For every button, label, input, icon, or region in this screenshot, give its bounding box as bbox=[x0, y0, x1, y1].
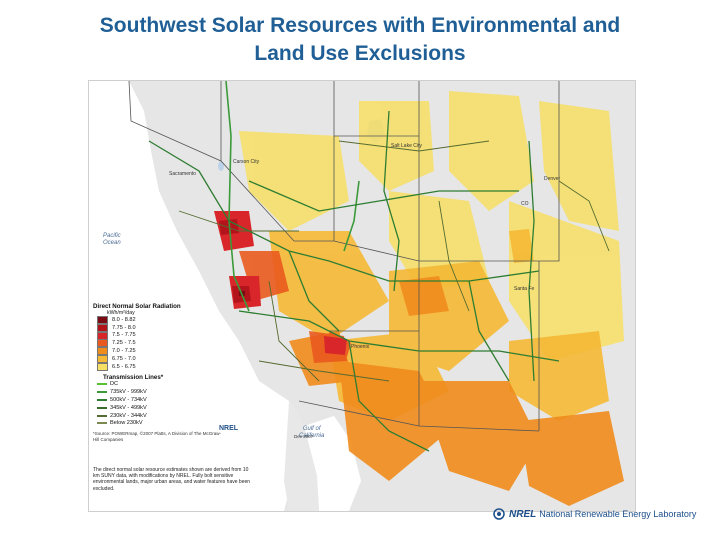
legend-solar-row: 7.25 - 7.5 bbox=[97, 339, 223, 348]
legend-line-swatch bbox=[97, 422, 107, 425]
legend-solar-label: 6.75 - 7.0 bbox=[112, 355, 136, 362]
city-label-phoenix: Phoenix bbox=[351, 344, 370, 350]
legend-swatch bbox=[97, 323, 108, 332]
legend-line-swatch bbox=[97, 406, 107, 409]
nrel-sun-icon bbox=[493, 508, 505, 520]
legend-solar-row: 7.5 - 7.75 bbox=[97, 331, 223, 340]
legend-line-row: 735kV - 999kV bbox=[97, 388, 223, 396]
legend-solar-row: 6.5 - 6.75 bbox=[97, 362, 223, 371]
legend-line-label: DC bbox=[110, 381, 119, 388]
legend-line-row: 345kV - 499kV bbox=[97, 404, 223, 412]
legend-solar-label: 6.5 - 6.75 bbox=[112, 363, 136, 370]
city-label-santa-fe: Santa Fe bbox=[514, 286, 535, 292]
title-line-1: Southwest Solar Resources with Environme… bbox=[99, 14, 621, 37]
city-label-denver: Denver bbox=[544, 176, 561, 182]
legend-line-swatch bbox=[97, 399, 107, 402]
legend-line-swatch bbox=[97, 414, 107, 417]
legend-line-row: 500kV - 734kV bbox=[97, 396, 223, 404]
map-graphic bbox=[89, 81, 635, 511]
ocean-label-pacific: Pacific Ocean bbox=[103, 233, 121, 246]
legend-line-label: 345kV - 499kV bbox=[110, 404, 147, 411]
map-legend: Direct Normal Solar Radiation kWh/m²/day… bbox=[93, 303, 223, 442]
legend-line-swatch bbox=[97, 391, 107, 394]
map-date: Dec 2007 bbox=[294, 434, 314, 439]
map-nrel-logo: NREL bbox=[219, 425, 239, 432]
legend-line-row: Below 230kV bbox=[97, 420, 223, 428]
legend-solar-row: 8.0 - 8.82 bbox=[97, 315, 223, 324]
legend-solar-label: 7.0 - 7.25 bbox=[112, 348, 136, 355]
legend-solar-classes: 8.0 - 8.82 7.75 - 8.0 7.5 - 7.75 7.25 - 7.5… bbox=[93, 315, 223, 371]
legend-line-row: DC bbox=[97, 381, 223, 389]
legend-line-label: 500kV - 734kV bbox=[110, 397, 147, 404]
map-description: The direct normal solar resource estimat… bbox=[93, 467, 251, 492]
footer-lab-name: National Renewable Energy Laboratory bbox=[539, 509, 697, 519]
slide-title: Southwest Solar Resources with Environme… bbox=[0, 12, 720, 68]
legend-solar-unit: kWh/m²/day bbox=[107, 310, 135, 316]
legend-solar-title: Direct Normal Solar Radiation bbox=[93, 303, 181, 310]
ocean-label-gulf: Gulf of California bbox=[299, 426, 325, 439]
legend-swatch bbox=[97, 354, 108, 363]
legend-solar-row: 6.75 - 7.0 bbox=[97, 354, 223, 363]
legend-solar-row: 7.75 - 8.0 bbox=[97, 323, 223, 332]
solar-resource-map: Carson City Sacramento Salt Lake City De… bbox=[88, 80, 636, 512]
legend-solar-label: 7.25 - 7.5 bbox=[112, 340, 136, 347]
state-label-co: CO bbox=[521, 201, 529, 207]
legend-swatch bbox=[97, 331, 108, 340]
legend-line-label: 230kV - 344kV bbox=[110, 412, 147, 419]
city-label-carson-city: Carson City bbox=[233, 159, 260, 165]
legend-solar-label: 8.0 - 8.82 bbox=[112, 316, 136, 323]
legend-solar-label: 7.5 - 7.75 bbox=[112, 332, 136, 339]
city-label-salt-lake-city: Salt Lake City bbox=[391, 143, 422, 149]
legend-line-swatch bbox=[97, 383, 107, 386]
pacific-ocean-area bbox=[89, 81, 304, 511]
legend-swatch bbox=[97, 362, 108, 371]
legend-lines-title: Transmission Lines* bbox=[103, 373, 164, 381]
city-label-sacramento: Sacramento bbox=[169, 171, 196, 177]
footer-nrel-text: NREL bbox=[509, 508, 537, 520]
legend-line-classes: DC 735kV - 999kV 500kV - 734kV 345kV - 499k… bbox=[93, 381, 223, 428]
legend-line-label: 735kV - 999kV bbox=[110, 389, 147, 396]
legend-swatch bbox=[97, 339, 108, 348]
legend-line-label: Below 230kV bbox=[110, 420, 143, 427]
gulf-of-california-area bbox=[304, 416, 361, 511]
legend-source-note: *Source: POWERmap, ©2007 Platts, A Divis… bbox=[93, 431, 222, 442]
footer-logo: NREL National Renewable Energy Laborator… bbox=[492, 507, 696, 521]
legend-swatch bbox=[97, 347, 108, 356]
legend-solar-label: 7.75 - 8.0 bbox=[112, 324, 136, 331]
legend-solar-row: 7.0 - 7.25 bbox=[97, 347, 223, 356]
legend-swatch bbox=[97, 315, 108, 324]
title-line-2: Land Use Exclusions bbox=[254, 42, 466, 65]
legend-line-row: 230kV - 344kV bbox=[97, 412, 223, 420]
